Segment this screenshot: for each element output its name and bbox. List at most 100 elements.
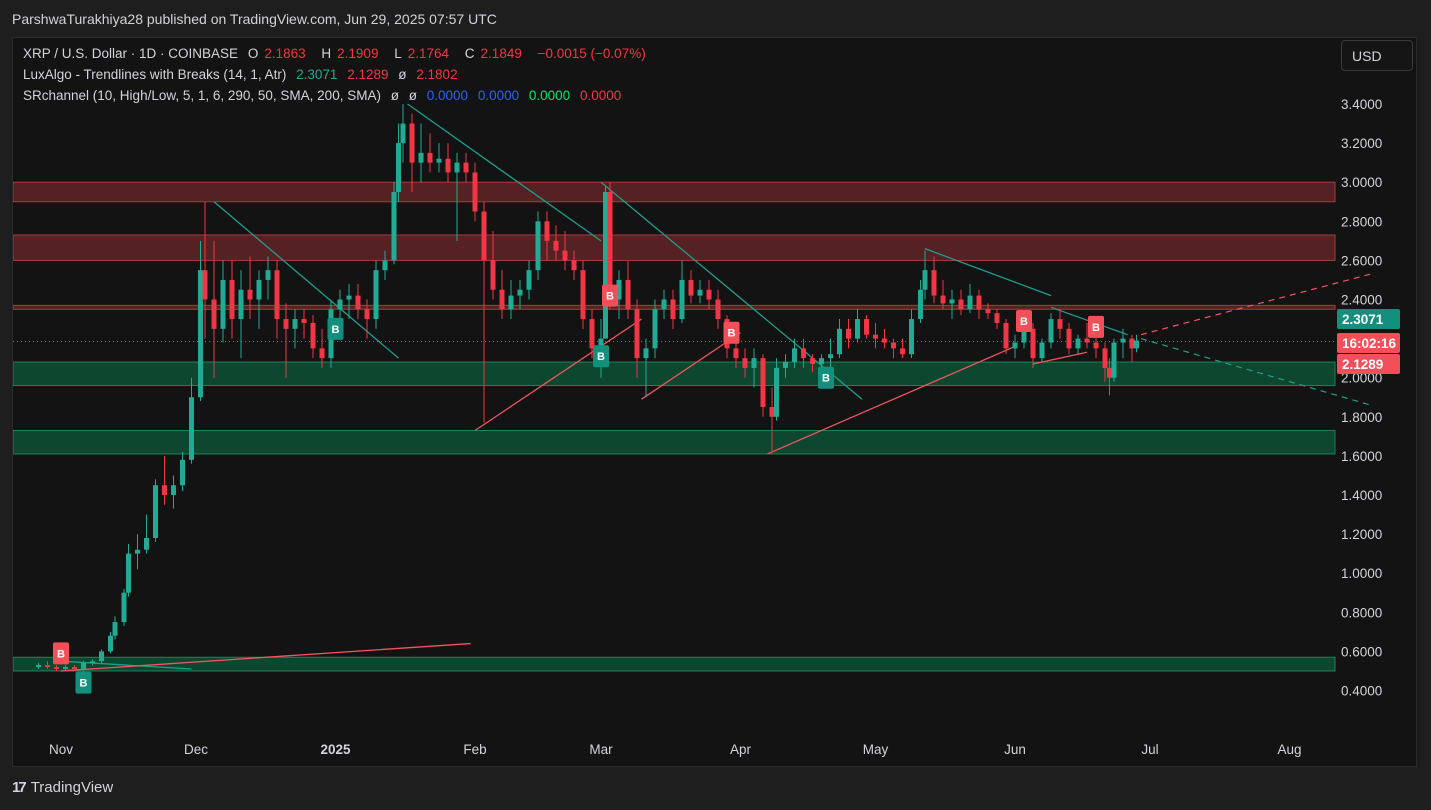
- candle-body: [382, 260, 388, 271]
- countdown-label-bg: [1337, 333, 1400, 353]
- resistance-zone: [13, 234, 1336, 261]
- indicator-name-srchannel[interactable]: SRchannel (10, High/Low, 5, 1, 6, 290, 5…: [23, 88, 381, 103]
- candle-body: [958, 299, 964, 310]
- trendline-projection-teal: [1140, 338, 1371, 406]
- candle-body: [1107, 367, 1112, 378]
- candle-body: [774, 367, 779, 417]
- x-tick-label: Mar: [589, 742, 613, 757]
- indicator-legend-srchannel[interactable]: SRchannel (10, High/Low, 5, 1, 6, 290, 5…: [23, 88, 627, 103]
- candle-body: [99, 651, 104, 662]
- candle-body: [634, 309, 640, 359]
- y-tick-label: 0.6000: [1341, 644, 1382, 659]
- candle-body: [571, 260, 577, 271]
- candle-body: [603, 191, 608, 339]
- candle-body: [1093, 342, 1099, 349]
- candle-body: [882, 338, 887, 343]
- srchannel-value-3: 0.0000: [528, 88, 571, 103]
- bear-signal-label: B: [1020, 316, 1028, 328]
- candle-body: [846, 328, 851, 339]
- candle-body: [256, 279, 262, 300]
- srchannel-value-4: 0.0000: [579, 88, 622, 103]
- trendline-red: [474, 318, 642, 432]
- y-tick-label: 2.0000: [1341, 371, 1382, 386]
- y-tick-label: 1.2000: [1341, 527, 1382, 542]
- open-label: O: [247, 46, 259, 61]
- candle-body: [1021, 328, 1027, 343]
- candle-body: [310, 322, 316, 349]
- candle-body: [490, 260, 496, 290]
- indicator-legend-luxalgo[interactable]: LuxAlgo - Trendlines with Breaks (14, 1,…: [23, 67, 464, 82]
- bear-signal-label: B: [1092, 322, 1100, 334]
- x-tick-label: Apr: [730, 742, 752, 757]
- trendline-teal: [60, 660, 192, 670]
- candle-body: [670, 299, 676, 320]
- candle-body: [1111, 342, 1117, 378]
- candle-body: [994, 313, 1000, 323]
- high-label: H: [321, 46, 332, 61]
- bull-signal-badge: [327, 317, 344, 340]
- candle-body: [891, 342, 896, 349]
- footer-brand[interactable]: 17 TradingView: [12, 779, 113, 796]
- candle-body: [90, 661, 95, 664]
- chart-frame[interactable]: 3.40003.20003.00002.80002.60002.40002.20…: [12, 37, 1417, 767]
- candle-body: [198, 270, 203, 398]
- candle-body: [81, 663, 86, 669]
- close-label: C: [464, 46, 475, 61]
- candle-body: [121, 592, 127, 623]
- candle-body: [274, 270, 280, 320]
- candle-body: [1102, 348, 1108, 368]
- candle-body: [409, 123, 415, 163]
- y-tick-label: 0.8000: [1341, 605, 1382, 620]
- candle-body: [1030, 328, 1036, 359]
- candle-body: [108, 635, 113, 652]
- candle-body: [949, 299, 955, 304]
- x-tick-label: Dec: [184, 742, 208, 757]
- x-tick-label: Aug: [1277, 742, 1301, 757]
- candle-body: [688, 279, 694, 296]
- candle-body: [828, 354, 833, 359]
- candle-body: [63, 667, 68, 669]
- luxalgo-upper-value: 2.3071: [296, 67, 338, 82]
- y-tick-label: 1.4000: [1341, 488, 1382, 503]
- close-value: 2.1849: [480, 46, 522, 61]
- candle-body: [1012, 342, 1018, 349]
- tradingview-brand-text[interactable]: TradingView: [30, 779, 114, 796]
- luxalgo-lower-value: 2.1289: [347, 67, 389, 82]
- candle-body: [873, 334, 878, 339]
- candle-body: [337, 299, 343, 310]
- bull-signal-badge: [818, 366, 834, 389]
- candle-body: [265, 270, 271, 280]
- high-value: 2.1909: [337, 46, 379, 61]
- candle-body: [355, 295, 361, 310]
- candle-body: [400, 123, 406, 144]
- price-chart[interactable]: 3.40003.20003.00002.80002.60002.40002.20…: [13, 38, 1418, 768]
- candle-body: [1039, 342, 1045, 359]
- support-zone: [13, 361, 1336, 387]
- candle-body: [1120, 338, 1126, 343]
- indicator-name-luxalgo[interactable]: LuxAlgo - Trendlines with Breaks (14, 1,…: [23, 67, 287, 82]
- bear-signal-badge: [602, 284, 618, 307]
- symbol-name[interactable]: XRP / U.S. Dollar · 1D · COINBASE: [23, 46, 239, 61]
- currency-button[interactable]: USD: [1341, 40, 1413, 71]
- candle-body: [535, 221, 541, 271]
- y-tick-label: 3.4000: [1341, 97, 1382, 112]
- x-tick-label: 2025: [320, 742, 351, 757]
- candle-body: [679, 279, 685, 320]
- candle-body: [211, 299, 217, 329]
- low-label: L: [394, 46, 402, 61]
- candle-body: [481, 211, 487, 261]
- y-tick-label: 3.0000: [1341, 175, 1382, 190]
- candle-body: [1129, 338, 1135, 349]
- y-tick-label: 1.0000: [1341, 566, 1382, 581]
- tradingview-logo-icon: 17: [12, 779, 27, 796]
- candle-body: [1134, 340, 1139, 349]
- trendline-red: [60, 642, 471, 672]
- candle-body: [976, 295, 982, 310]
- symbol-legend[interactable]: XRP / U.S. Dollar · 1D · COINBASE O 2.186…: [23, 46, 652, 61]
- srchannel-na-symbol-2: ø: [408, 88, 417, 103]
- lower-trendline-price-label-bg: [1337, 354, 1400, 374]
- upper-trendline-price-label-bg: [1337, 309, 1400, 329]
- bull-signal-badge: [75, 671, 92, 694]
- candle-body: [909, 319, 914, 355]
- resistance-zone: [13, 181, 1336, 203]
